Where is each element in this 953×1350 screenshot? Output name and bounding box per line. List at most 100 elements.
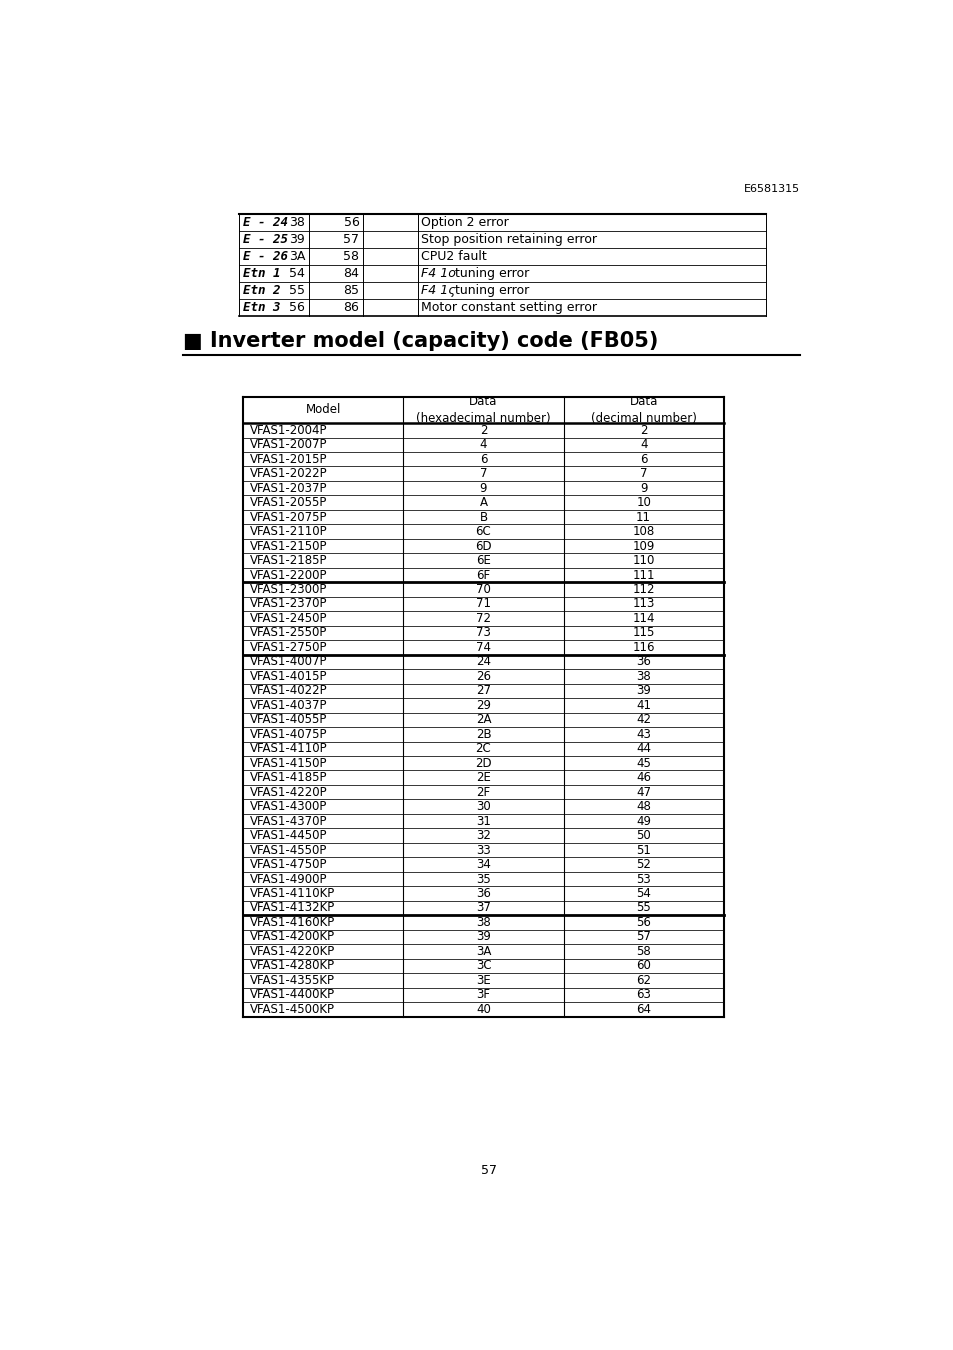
Text: VFAS1-2550P: VFAS1-2550P: [249, 626, 327, 640]
Text: 30: 30: [476, 801, 491, 813]
Text: 52: 52: [636, 859, 650, 871]
Text: 34: 34: [476, 859, 491, 871]
Text: 39: 39: [289, 234, 305, 246]
Text: VFAS1-4300P: VFAS1-4300P: [249, 801, 327, 813]
Text: tuning error: tuning error: [451, 267, 529, 281]
Text: 38: 38: [636, 670, 650, 683]
Text: 6E: 6E: [476, 554, 491, 567]
Text: VFAS1-4200KP: VFAS1-4200KP: [249, 930, 335, 944]
Text: 2: 2: [639, 424, 647, 437]
Text: VFAS1-4160KP: VFAS1-4160KP: [249, 915, 335, 929]
Text: VFAS1-4007P: VFAS1-4007P: [249, 655, 327, 668]
Text: 6: 6: [479, 452, 487, 466]
Text: 50: 50: [636, 829, 650, 842]
Text: 6F: 6F: [476, 568, 490, 582]
Text: 44: 44: [636, 743, 651, 755]
Text: 56: 56: [343, 216, 359, 230]
Text: A: A: [479, 497, 487, 509]
Text: 74: 74: [476, 641, 491, 653]
Text: VFAS1-2370P: VFAS1-2370P: [249, 598, 327, 610]
Text: 53: 53: [636, 872, 650, 886]
Text: 2C: 2C: [476, 743, 491, 755]
Text: Model: Model: [305, 404, 340, 416]
Text: 2D: 2D: [475, 757, 492, 769]
Text: 47: 47: [636, 786, 651, 799]
Text: 57: 57: [343, 234, 359, 246]
Text: 110: 110: [632, 554, 654, 567]
Text: B: B: [479, 510, 487, 524]
Text: VFAS1-2185P: VFAS1-2185P: [249, 554, 327, 567]
Text: 6C: 6C: [476, 525, 491, 539]
Text: 70: 70: [476, 583, 491, 595]
Text: 54: 54: [636, 887, 650, 900]
Text: 45: 45: [636, 757, 650, 769]
Text: 11: 11: [636, 510, 651, 524]
Text: VFAS1-2200P: VFAS1-2200P: [249, 568, 327, 582]
Text: VFAS1-2015P: VFAS1-2015P: [249, 452, 327, 466]
Text: 71: 71: [476, 598, 491, 610]
Text: VFAS1-2055P: VFAS1-2055P: [249, 497, 327, 509]
Text: VFAS1-2150P: VFAS1-2150P: [249, 540, 327, 552]
Text: 84: 84: [343, 267, 359, 281]
Text: 2A: 2A: [476, 713, 491, 726]
Text: 51: 51: [636, 844, 650, 856]
Text: 10: 10: [636, 497, 650, 509]
Text: VFAS1-4150P: VFAS1-4150P: [249, 757, 327, 769]
Text: 3E: 3E: [476, 973, 491, 987]
Text: Etn 2: Etn 2: [243, 284, 280, 297]
Text: VFAS1-4022P: VFAS1-4022P: [249, 684, 327, 698]
Text: Etn 3: Etn 3: [243, 301, 280, 315]
Text: E6581315: E6581315: [742, 184, 799, 193]
Text: VFAS1-2750P: VFAS1-2750P: [249, 641, 327, 653]
Text: 58: 58: [636, 945, 650, 958]
Text: VFAS1-2450P: VFAS1-2450P: [249, 612, 327, 625]
Text: 2E: 2E: [476, 771, 491, 784]
Text: Etn 1: Etn 1: [243, 267, 280, 281]
Text: 3A: 3A: [289, 250, 305, 263]
Text: 7: 7: [479, 467, 487, 481]
Text: 3F: 3F: [476, 988, 490, 1002]
Text: 32: 32: [476, 829, 491, 842]
Text: 37: 37: [476, 902, 491, 914]
Text: 73: 73: [476, 626, 491, 640]
Text: VFAS1-4355KP: VFAS1-4355KP: [249, 973, 335, 987]
Text: 46: 46: [636, 771, 651, 784]
Text: 40: 40: [476, 1003, 491, 1015]
Text: 56: 56: [636, 915, 650, 929]
Text: 56: 56: [289, 301, 305, 315]
Text: F4 1ο: F4 1ο: [421, 267, 456, 281]
Text: 2: 2: [479, 424, 487, 437]
Text: 62: 62: [636, 973, 651, 987]
Text: 3C: 3C: [476, 960, 491, 972]
Text: 116: 116: [632, 641, 654, 653]
Text: 4: 4: [479, 439, 487, 451]
Text: VFAS1-4185P: VFAS1-4185P: [249, 771, 327, 784]
Text: Data
(hexadecimal number): Data (hexadecimal number): [416, 396, 550, 425]
Text: 86: 86: [343, 301, 359, 315]
Text: 54: 54: [289, 267, 305, 281]
Text: VFAS1-4132KP: VFAS1-4132KP: [249, 902, 335, 914]
Text: F4 1ς: F4 1ς: [421, 284, 456, 297]
Text: 108: 108: [632, 525, 654, 539]
Text: VFAS1-4220P: VFAS1-4220P: [249, 786, 327, 799]
Text: 42: 42: [636, 713, 651, 726]
Text: 55: 55: [289, 284, 305, 297]
Text: VFAS1-4450P: VFAS1-4450P: [249, 829, 327, 842]
Text: VFAS1-4500KP: VFAS1-4500KP: [249, 1003, 335, 1015]
Text: 7: 7: [639, 467, 647, 481]
Text: 112: 112: [632, 583, 654, 595]
Text: 26: 26: [476, 670, 491, 683]
Text: 57: 57: [636, 930, 650, 944]
Text: 72: 72: [476, 612, 491, 625]
Text: 115: 115: [632, 626, 654, 640]
Text: VFAS1-4015P: VFAS1-4015P: [249, 670, 327, 683]
Text: 49: 49: [636, 814, 651, 828]
Text: tuning error: tuning error: [451, 284, 529, 297]
Text: 3A: 3A: [476, 945, 491, 958]
Text: VFAS1-4370P: VFAS1-4370P: [249, 814, 327, 828]
Text: 114: 114: [632, 612, 654, 625]
Text: VFAS1-2075P: VFAS1-2075P: [249, 510, 327, 524]
Text: VFAS1-4037P: VFAS1-4037P: [249, 699, 327, 711]
Text: 31: 31: [476, 814, 491, 828]
Text: 58: 58: [343, 250, 359, 263]
